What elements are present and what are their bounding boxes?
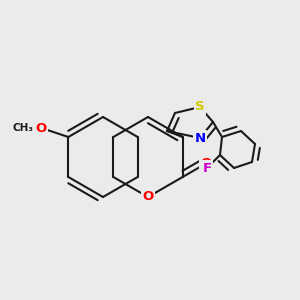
Text: O: O [142,190,154,203]
Text: F: F [202,161,211,175]
Text: N: N [194,131,206,145]
Text: S: S [195,100,205,113]
Text: O: O [200,157,211,170]
Text: CH₃: CH₃ [13,123,34,133]
Text: O: O [36,122,47,134]
